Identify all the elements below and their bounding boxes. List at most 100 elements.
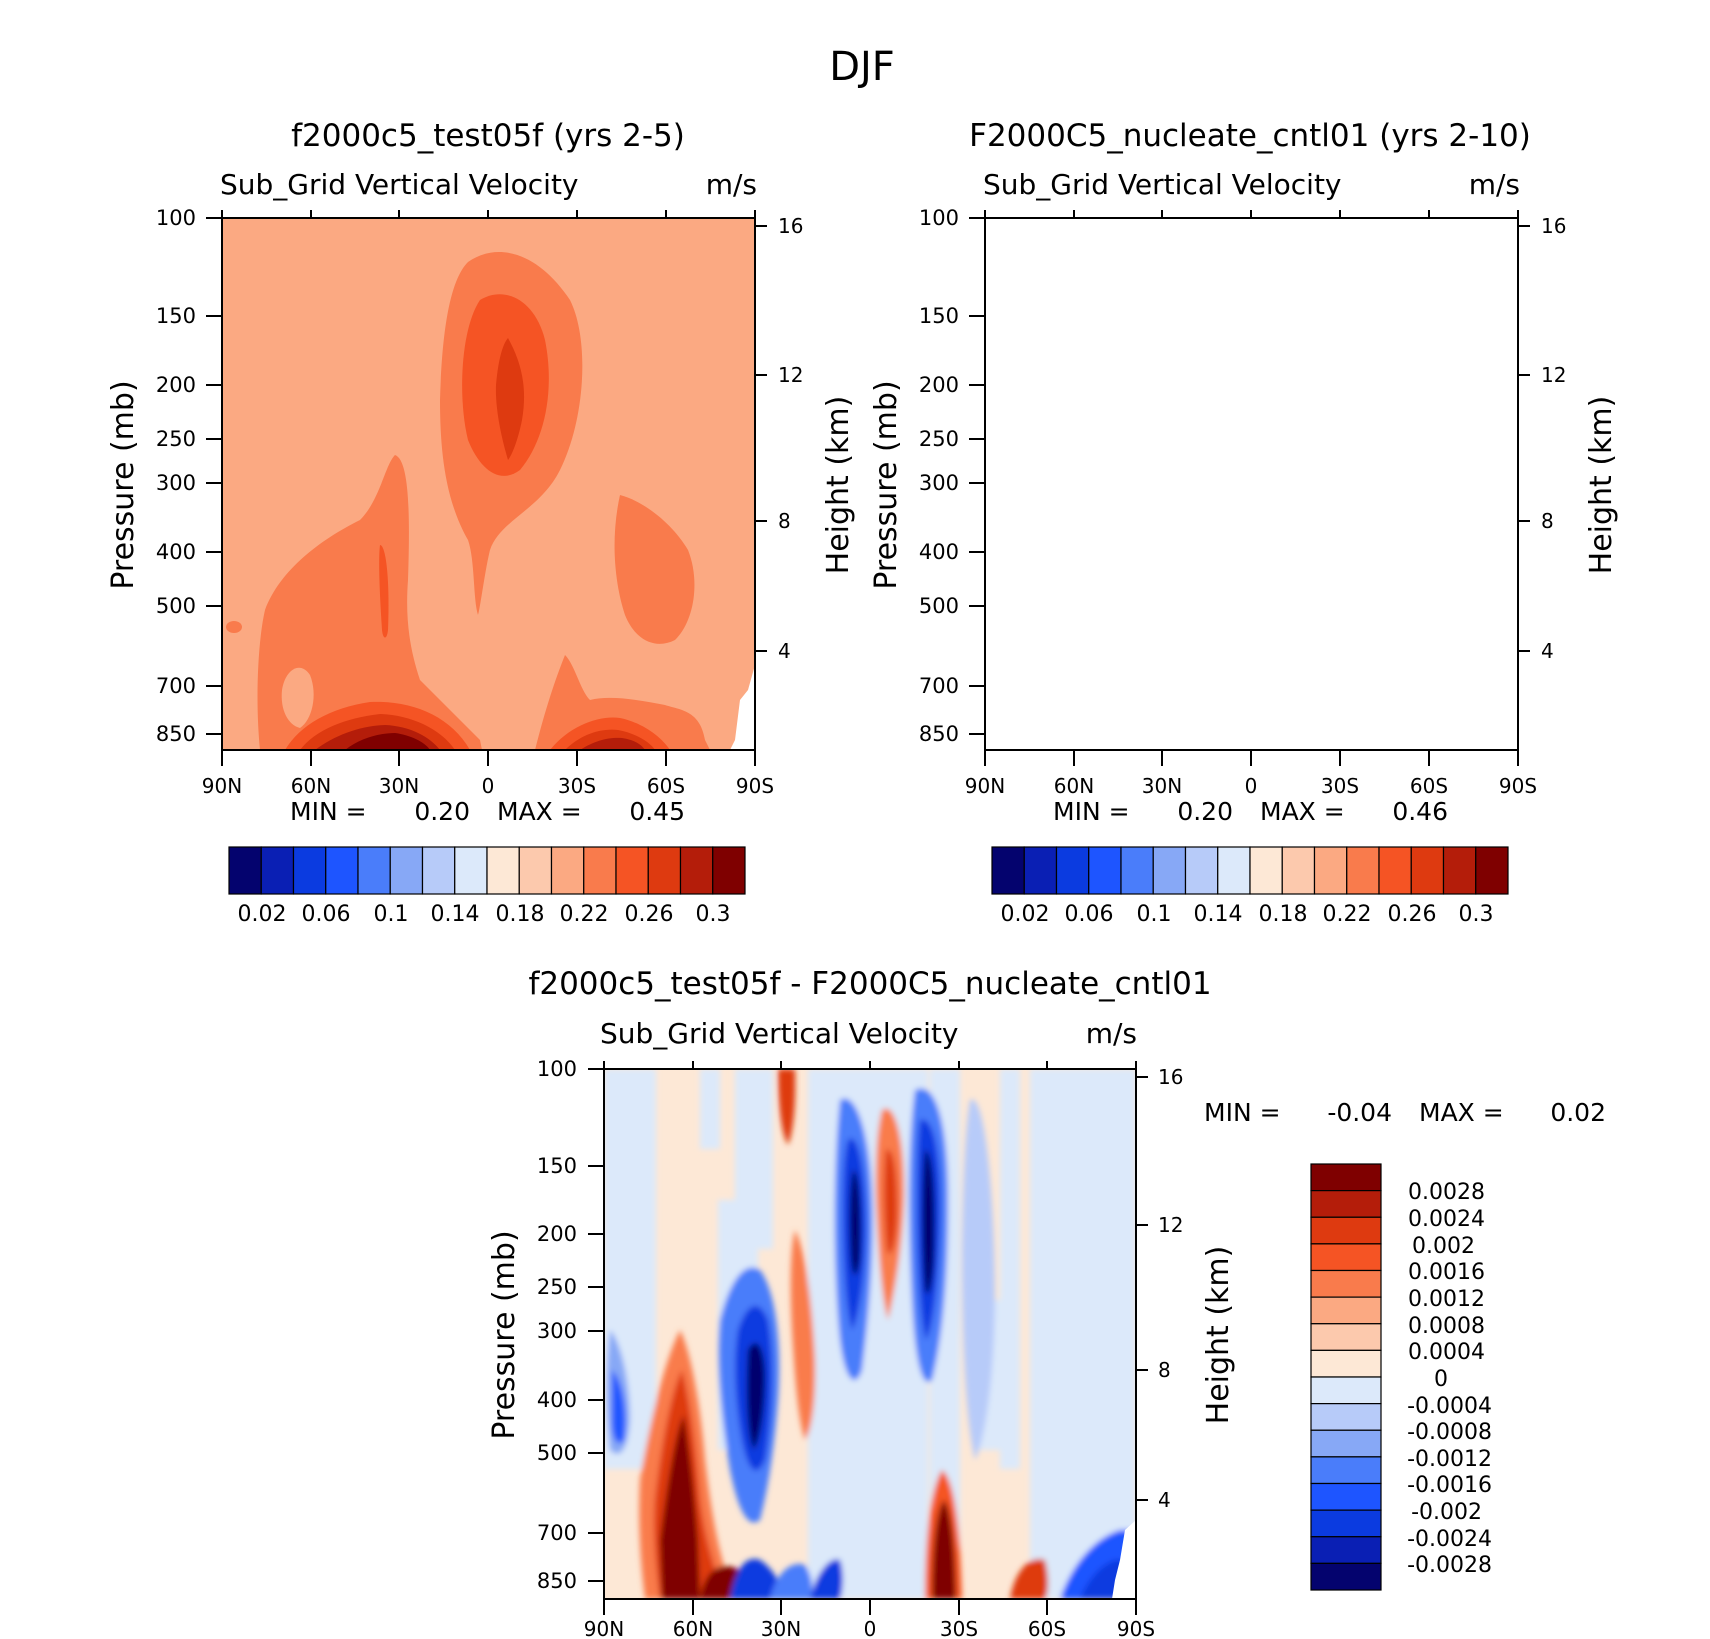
panel-1-y2-ticks — [755, 225, 767, 652]
panel-1-ylabel: Pressure (mb) — [106, 380, 141, 589]
colorbar-swatch — [357, 846, 391, 895]
figure-title: DJF — [829, 44, 895, 90]
colorbar-label: 0.02 — [1001, 902, 1050, 927]
max-value: 0.46 — [1392, 797, 1448, 826]
panel-2-field — [985, 218, 1518, 750]
y-tick-label: 300 — [919, 471, 959, 495]
colorbar-label: 0.22 — [1323, 902, 1372, 927]
colorbar-label: 0.0028 — [1408, 1180, 1485, 1205]
colorbar-label: 0.1 — [374, 902, 409, 927]
x-tick-label: 30S — [1321, 774, 1359, 798]
x-tick-label: 0 — [1245, 774, 1258, 798]
colorbar-label: 0.18 — [1259, 902, 1308, 927]
colorbar-swatch — [1442, 846, 1477, 895]
colorbar-swatch — [1313, 846, 1348, 895]
x-tick-label: 30N — [1142, 774, 1182, 798]
panel-3-y2-tick-labels: 16 12 8 4 — [1158, 1065, 1183, 1512]
y-tick-label: 200 — [156, 373, 196, 397]
y-tick-label: 150 — [537, 1154, 577, 1178]
panel-1-minmax: MIN = 0.20 MAX = 0.45 — [290, 797, 685, 826]
colorbar-swatch — [1310, 1456, 1382, 1485]
panel-3-x-ticks — [603, 1061, 1137, 1615]
colorbar-swatch — [1310, 1190, 1382, 1218]
y-tick-label: 100 — [919, 206, 959, 230]
colorbar-swatch — [292, 846, 327, 895]
colorbar-swatch — [1475, 846, 1509, 895]
y-tick-label: 400 — [919, 540, 959, 564]
panel-1-x-tick-labels: 90N 60N 30N 0 30S 60S 90S — [202, 774, 774, 798]
colorbar-label: 0.26 — [625, 902, 674, 927]
y-tick-label: 500 — [537, 1441, 577, 1465]
max-label: MAX = — [1260, 797, 1345, 826]
panel-2-minmax: MIN = 0.20 MAX = 0.46 — [1053, 797, 1448, 826]
panel-1-field — [222, 218, 755, 750]
x-tick-label: 60S — [647, 774, 685, 798]
y-tick-label: 500 — [919, 594, 959, 618]
y-tick-label: 200 — [537, 1222, 577, 1246]
max-label: MAX = — [1419, 1098, 1504, 1127]
colorbar-label: 0.26 — [1388, 902, 1437, 927]
panel-2-background — [985, 218, 1518, 750]
x-tick-label: 60N — [1054, 774, 1094, 798]
panel-3-colorbar — [1310, 1163, 1382, 1591]
y-tick-label: 850 — [156, 722, 196, 746]
panel-3-colorbar-labels: 0.0028 0.0024 0.002 0.0016 0.0012 0.0008… — [1407, 1180, 1492, 1578]
colorbar-label: -0.0004 — [1407, 1394, 1492, 1419]
x-tick-label: 90N — [965, 774, 1005, 798]
colorbar-swatch — [583, 846, 617, 895]
panel-1-subtitle: Sub_Grid Vertical Velocity — [220, 168, 579, 201]
panel-3-subtitle: Sub_Grid Vertical Velocity — [600, 1017, 959, 1050]
colorbar-swatch — [615, 846, 649, 895]
panel-2-colorbar — [991, 846, 1509, 895]
colorbar-swatch — [1310, 1163, 1382, 1192]
min-value: 0.20 — [414, 797, 470, 826]
panel-3-y-ticks — [588, 1068, 604, 1582]
colorbar-swatch — [228, 846, 262, 895]
colorbar-swatch — [1378, 846, 1412, 895]
y2-tick-label: 16 — [1541, 214, 1566, 238]
panel-3-units: m/s — [1086, 1017, 1137, 1050]
colorbar-label: 0.1 — [1137, 902, 1172, 927]
colorbar-label: -0.0016 — [1407, 1473, 1492, 1498]
colorbar-label: 0.0012 — [1408, 1287, 1485, 1312]
panel-1-units: m/s — [706, 168, 757, 201]
x-tick-label: 90S — [736, 774, 774, 798]
colorbar-swatch — [1310, 1482, 1382, 1511]
min-label: MIN = — [1204, 1098, 1281, 1127]
colorbar-swatch — [1184, 846, 1219, 895]
x-tick-label: 0 — [864, 1617, 877, 1639]
colorbar-label: 0 — [1434, 1367, 1448, 1392]
colorbar-swatch — [1310, 1243, 1382, 1272]
panel-2-x-ticks — [984, 210, 1519, 766]
colorbar-swatch — [1281, 846, 1316, 895]
panel-2-y-tick-labels: 100 150 200 250 300 400 500 700 850 — [919, 206, 959, 746]
min-label: MIN = — [1053, 797, 1130, 826]
y-tick-label: 200 — [919, 373, 959, 397]
colorbar-swatch — [1310, 1323, 1382, 1351]
panel-1-title: f2000c5_test05f (yrs 2-5) — [291, 118, 685, 154]
y2-tick-label: 12 — [1158, 1213, 1183, 1237]
colorbar-label: 0.0004 — [1408, 1340, 1485, 1365]
colorbar-swatch — [518, 846, 553, 895]
colorbar-label: 0.06 — [1065, 902, 1114, 927]
panel-3-ylabel: Pressure (mb) — [487, 1230, 522, 1439]
panel-2-frame — [984, 217, 1519, 751]
panel-2: F2000C5_nucleate_cntl01 (yrs 2-10) Sub_G… — [869, 118, 1619, 927]
colorbar-swatch — [421, 846, 456, 895]
y-tick-label: 400 — [537, 1388, 577, 1412]
x-tick-label: 60N — [291, 774, 331, 798]
colorbar-label: 0.18 — [496, 902, 545, 927]
colorbar-label: 0.0016 — [1408, 1260, 1485, 1285]
panel-3-minmax: MIN = -0.04 MAX = 0.02 — [1204, 1098, 1606, 1127]
colorbar-label: 0.3 — [1459, 902, 1494, 927]
colorbar-swatch — [325, 846, 359, 895]
panel-1-x-ticks — [221, 210, 756, 766]
panel-2-y2-tick-labels: 16 12 8 4 — [1541, 214, 1566, 663]
colorbar-swatch — [1310, 1216, 1382, 1245]
panel-3: f2000c5_test05f - F2000C5_nucleate_cntl0… — [487, 966, 1606, 1639]
colorbar-label: 0.02 — [238, 902, 287, 927]
panel-1-colorbar — [228, 846, 746, 895]
y-tick-label: 150 — [156, 304, 196, 328]
colorbar-swatch — [1310, 1536, 1382, 1564]
